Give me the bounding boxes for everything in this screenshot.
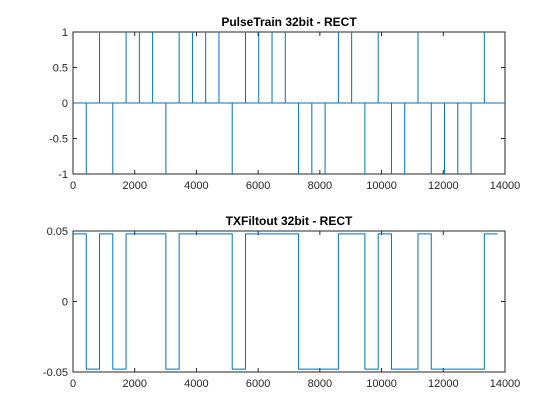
y-tick-label-pulse-train: -1 xyxy=(58,169,68,181)
y-tick-label-tx-filtout: 0.05 xyxy=(47,226,68,238)
plot-marks-pulse-train xyxy=(73,32,505,174)
chart-title-tx-filtout: TXFiltout 32bit - RECT xyxy=(226,214,353,228)
x-tick-label-tx-filtout: 2000 xyxy=(122,378,146,390)
tick-group-tx-filtout: 0 2000 4000 6000 8000 10000 12000 140000.050-0.… xyxy=(43,226,520,390)
y-tick-label-tx-filtout: 0 xyxy=(62,297,68,309)
x-tick-label-tx-filtout: 12000 xyxy=(428,378,459,390)
signal-line-tx-filtout xyxy=(73,233,498,370)
y-tick-label-tx-filtout: -0.05 xyxy=(43,367,68,379)
y-tick-label-pulse-train: 0 xyxy=(62,98,68,110)
axes-tx-filtout: TXFiltout 32bit - RECT 0 2000 4000 6000 8000… xyxy=(43,214,520,390)
x-tick-label-pulse-train: 0 xyxy=(70,180,76,192)
x-tick-label-pulse-train: 2000 xyxy=(122,180,146,192)
x-tick-label-tx-filtout: 6000 xyxy=(246,378,270,390)
x-tick-label-tx-filtout: 4000 xyxy=(184,378,208,390)
x-tick-label-tx-filtout: 14000 xyxy=(490,378,521,390)
x-tick-label-pulse-train: 10000 xyxy=(366,180,397,192)
x-tick-label-pulse-train: 6000 xyxy=(246,180,270,192)
x-tick-label-pulse-train: 12000 xyxy=(428,180,459,192)
x-tick-label-pulse-train: 4000 xyxy=(184,180,208,192)
y-tick-label-pulse-train: 0.5 xyxy=(53,63,68,75)
x-tick-label-tx-filtout: 8000 xyxy=(308,378,332,390)
axes-box-tx-filtout xyxy=(72,230,506,373)
chart-title-pulse-train: PulseTrain 32bit - RECT xyxy=(221,15,357,29)
axes-pulse-train: PulseTrain 32bit - RECT 0 2000 4000 6000 800… xyxy=(49,15,520,192)
x-tick-label-tx-filtout: 0 xyxy=(70,378,76,390)
y-tick-label-pulse-train: -0.5 xyxy=(49,134,68,146)
x-tick-label-pulse-train: 8000 xyxy=(308,180,332,192)
x-tick-label-pulse-train: 14000 xyxy=(490,180,521,192)
tick-group-pulse-train: 0 2000 4000 6000 8000 10000 12000 14000 1 0.5 0 -0.… xyxy=(49,27,520,192)
x-tick-label-tx-filtout: 10000 xyxy=(366,378,397,390)
plot-marks-tx-filtout xyxy=(73,233,498,370)
y-tick-label-pulse-train: 1 xyxy=(62,27,68,39)
